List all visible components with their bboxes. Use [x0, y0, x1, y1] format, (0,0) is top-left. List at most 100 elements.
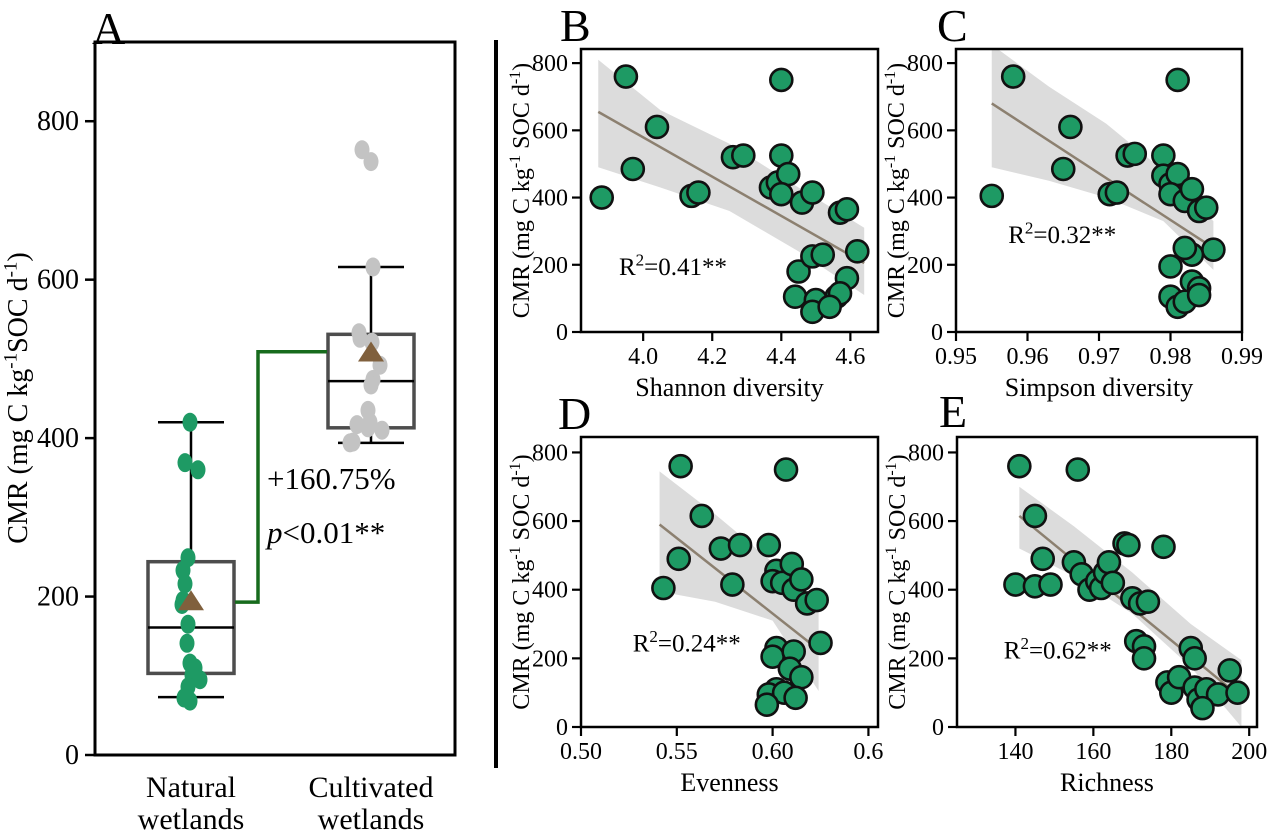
data-point	[808, 630, 833, 656]
data-point	[1151, 143, 1176, 168]
x-tick-label: 4.4	[766, 344, 796, 370]
data-point	[1182, 646, 1207, 671]
data-point	[817, 294, 842, 320]
data-point	[1193, 195, 1219, 220]
y-tick-label: 0	[65, 740, 79, 771]
data-point	[775, 161, 801, 187]
x-axis-label: Evenness	[680, 768, 778, 797]
x-tick-label: 4.0	[628, 344, 658, 370]
data-point	[769, 181, 794, 207]
jitter-point	[342, 433, 358, 453]
data-point	[589, 185, 615, 210]
y-tick-label: 400	[908, 578, 944, 604]
plot-frame	[579, 47, 880, 334]
data-point	[844, 239, 870, 264]
group-label-natural-wetlands: Natural	[146, 771, 236, 804]
x-tick-label: 0.50	[560, 739, 602, 765]
y-tick-label: 800	[532, 440, 568, 466]
y-tick-label: 0	[931, 320, 943, 346]
data-point	[979, 183, 1005, 209]
data-point	[1116, 532, 1141, 558]
y-tick-label: 800	[907, 51, 943, 77]
data-point	[834, 197, 860, 222]
data-point	[800, 180, 825, 205]
data-point	[1190, 695, 1215, 721]
jitter-point	[180, 614, 196, 634]
data-point	[769, 67, 794, 93]
panel-letter: B	[560, 0, 591, 51]
y-tick-label: 800	[532, 51, 568, 77]
data-point	[666, 546, 692, 572]
data-point	[1100, 570, 1126, 596]
data-point	[1201, 237, 1226, 262]
data-point	[1065, 457, 1091, 482]
jitter-point	[363, 375, 379, 395]
y-tick-label: 0	[556, 715, 568, 741]
x-axis-label: Richness	[1060, 768, 1154, 797]
panel-e: 140 160 180 200 0 200 400 600 800 Richness CMR (mg…	[883, 386, 1267, 797]
data-point	[773, 457, 799, 482]
x-tick-label: 0.99	[1221, 344, 1263, 370]
y-tick-label: 400	[532, 186, 568, 212]
data-point	[644, 114, 670, 140]
data-point	[686, 180, 711, 205]
y-tick-label: 600	[532, 118, 568, 144]
x-tick-label: 0.60	[752, 739, 794, 765]
mean-triangle	[178, 590, 204, 611]
panel-letter: C	[937, 0, 968, 51]
data-point	[1151, 534, 1176, 560]
data-point	[1131, 646, 1157, 671]
regression-line	[991, 102, 1215, 250]
data-point	[1038, 572, 1063, 597]
plot-frame	[93, 40, 457, 757]
jitter-point	[352, 328, 368, 348]
group-label-cultivated-wetlands: Cultivated	[309, 771, 434, 804]
r2-label: R2=0.62**	[1004, 634, 1112, 665]
data-point	[731, 143, 756, 168]
y-axis-label: CMR (mg C kg-1SOC d-1)	[0, 252, 34, 543]
y-tick-label: 200	[37, 582, 79, 613]
data-point	[1058, 114, 1083, 140]
data-point	[620, 156, 646, 182]
y-tick-label: 600	[532, 509, 568, 535]
regression-line	[597, 110, 865, 265]
data-point	[668, 453, 693, 479]
y-tick-label: 0	[932, 715, 944, 741]
jitter-point	[360, 418, 376, 438]
data-point	[1179, 176, 1205, 202]
x-axis-label: Simpson diversity	[1005, 373, 1194, 402]
data-point	[1030, 546, 1056, 572]
jitter-point	[177, 574, 193, 594]
data-point	[1104, 180, 1130, 205]
y-tick-label: 200	[908, 646, 944, 672]
jitter-point	[190, 460, 206, 480]
mean-triangle	[358, 341, 384, 362]
jitter-point	[182, 412, 198, 432]
group-label-cultivated-wetlands: wetlands	[318, 803, 425, 833]
p-value-label: p<0.01**	[265, 515, 385, 550]
x-tick-label: 0.95	[935, 344, 977, 370]
data-point	[1000, 64, 1026, 89]
data-point	[651, 575, 676, 601]
y-axis-label: CMR (mg C kg-1 SOC d-1)	[507, 454, 535, 709]
data-point	[756, 532, 782, 558]
boxplot-natural-wetlands	[146, 412, 236, 711]
x-tick-label: 0.96	[1007, 344, 1049, 370]
r2-label: R2=0.24**	[633, 627, 741, 658]
x-tick-label: 4.2	[697, 344, 727, 370]
jitter-point	[182, 691, 198, 711]
panel-d: 0.50 0.55 0.60 0.60200400600800EvennessCMR …	[507, 388, 884, 797]
y-tick-label: 600	[37, 265, 79, 296]
panel-c: 0.95 0.96 0.97 0.98 0.99 0 200 400 600 800 Simpson…	[882, 0, 1263, 402]
jitter-point	[179, 633, 195, 653]
y-tick-label: 400	[907, 186, 943, 212]
data-point	[1122, 141, 1148, 167]
data-point	[1186, 282, 1212, 308]
data-point	[1135, 589, 1161, 615]
confidence-band	[991, 49, 1214, 270]
data-point	[810, 242, 836, 267]
jitter-point	[192, 670, 208, 690]
data-point	[1050, 156, 1076, 182]
plot-frame	[955, 435, 1259, 729]
